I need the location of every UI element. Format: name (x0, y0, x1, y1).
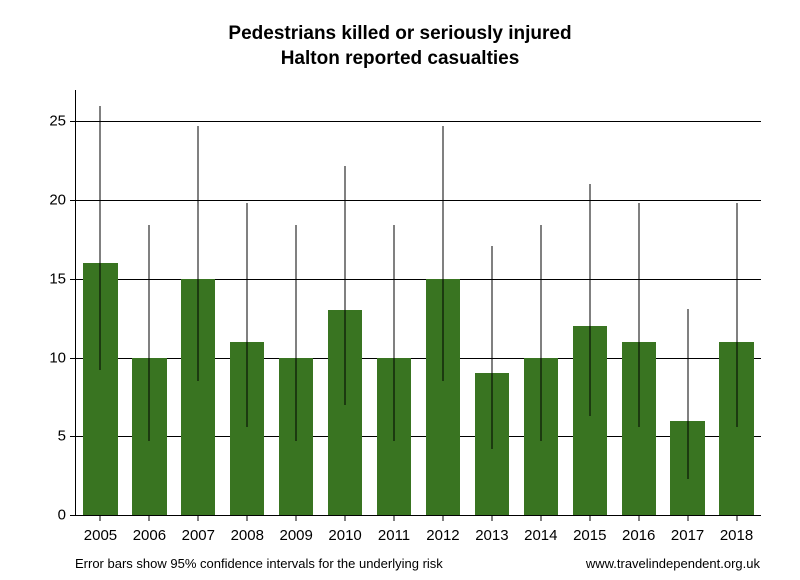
error-bar (589, 184, 590, 415)
footer-left-note: Error bars show 95% confidence intervals… (75, 556, 443, 571)
chart-title: Pedestrians killed or seriously injured … (0, 22, 800, 71)
chart-container: Pedestrians killed or seriously injured … (0, 0, 800, 580)
gridline (76, 121, 761, 122)
x-tick-label: 2015 (573, 515, 606, 544)
error-bar (345, 166, 346, 405)
y-tick-label: 10 (49, 349, 76, 366)
error-bar (736, 203, 737, 427)
error-bar (540, 225, 541, 441)
error-bar (100, 106, 101, 370)
gridline (76, 358, 761, 359)
error-bar (687, 309, 688, 479)
gridline (76, 436, 761, 437)
error-bar (638, 203, 639, 427)
x-tick-label: 2014 (524, 515, 557, 544)
error-bar (394, 225, 395, 441)
x-tick-label: 2012 (426, 515, 459, 544)
x-tick-label: 2018 (720, 515, 753, 544)
error-bar (247, 203, 248, 427)
x-tick-label: 2016 (622, 515, 655, 544)
x-tick-label: 2009 (279, 515, 312, 544)
x-tick-label: 2005 (84, 515, 117, 544)
x-tick-label: 2007 (182, 515, 215, 544)
x-tick-label: 2017 (671, 515, 704, 544)
y-tick-label: 0 (58, 507, 76, 524)
y-tick-label: 25 (49, 113, 76, 130)
gridline (76, 279, 761, 280)
x-tick-label: 2010 (328, 515, 361, 544)
y-tick-label: 5 (58, 428, 76, 445)
footer-right-note: www.travelindependent.org.uk (586, 556, 760, 571)
x-tick-label: 2008 (231, 515, 264, 544)
error-bar (198, 126, 199, 381)
error-bar (491, 246, 492, 449)
y-tick-label: 15 (49, 270, 76, 287)
x-tick-label: 2006 (133, 515, 166, 544)
error-bar (149, 225, 150, 441)
gridline (76, 200, 761, 201)
plot-area: 0510152025200520062007200820092010201120… (75, 90, 761, 516)
error-bar (296, 225, 297, 441)
error-bar (442, 126, 443, 381)
chart-title-line2: Halton reported casualties (0, 47, 800, 72)
y-tick-label: 20 (49, 192, 76, 209)
chart-title-line1: Pedestrians killed or seriously injured (0, 22, 800, 47)
x-tick-label: 2013 (475, 515, 508, 544)
x-tick-label: 2011 (378, 515, 410, 544)
